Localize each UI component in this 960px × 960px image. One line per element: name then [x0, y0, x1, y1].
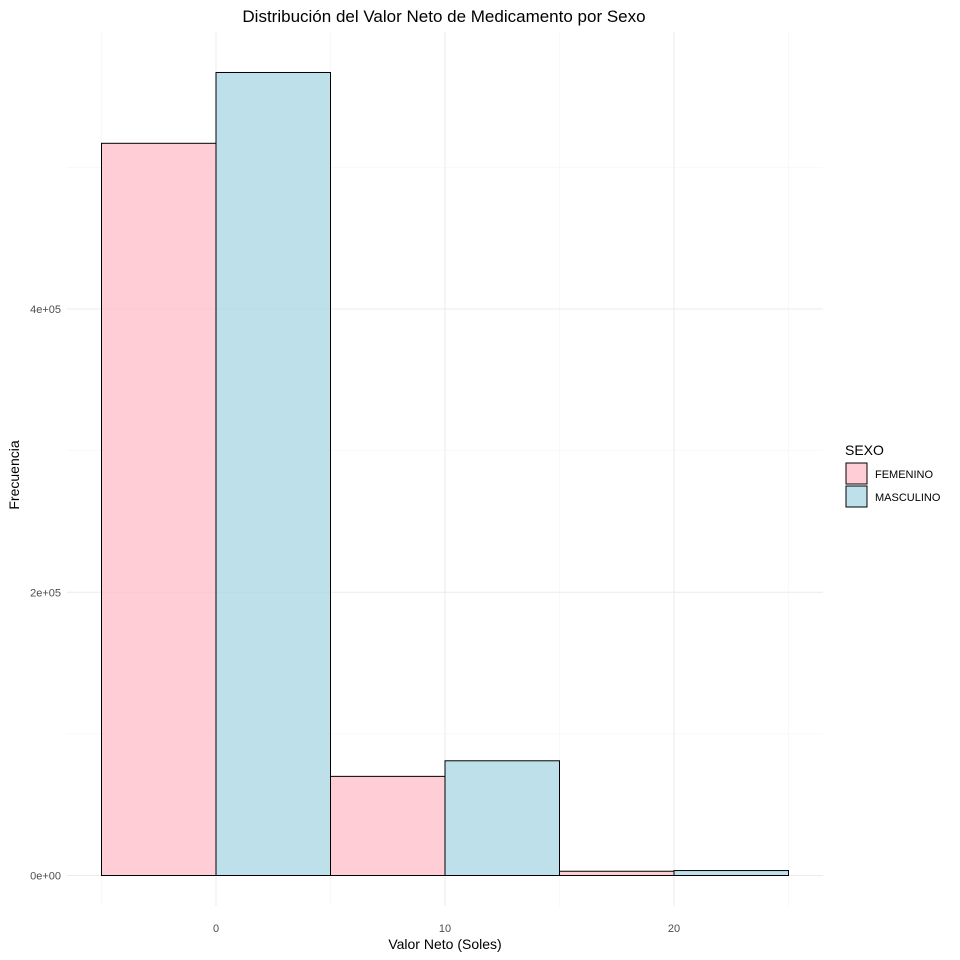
x-axis-ticks: 0 10 20 — [213, 923, 680, 935]
y-tick-label: 4e+05 — [30, 304, 61, 316]
y-tick-label: 2e+05 — [30, 587, 61, 599]
legend-label-masculino: MASCULINO — [875, 492, 941, 504]
legend-key-masculino — [845, 485, 868, 508]
bar-masculino-1 — [444, 760, 560, 876]
x-axis-title: Valor Neto (Soles) — [388, 936, 501, 952]
chart-title: Distribución del Valor Neto de Medicamen… — [242, 7, 645, 26]
bar-femenino-2 — [559, 870, 675, 876]
bar-masculino-2 — [673, 870, 789, 877]
x-tick-label: 10 — [439, 923, 451, 935]
x-tick-label: 20 — [668, 923, 680, 935]
legend-key-femenino — [845, 462, 868, 485]
bars — [101, 71, 789, 877]
x-tick-label: 0 — [213, 923, 219, 935]
bar-masculino-0 — [215, 71, 331, 876]
legend: SEXO FEMENINO MASCULINO — [845, 442, 941, 508]
legend-label-femenino: FEMENINO — [875, 469, 934, 481]
y-tick-label: 0e+00 — [30, 871, 61, 883]
bar-femenino-0 — [101, 142, 217, 876]
bar-femenino-1 — [330, 775, 446, 876]
y-axis-title: Frecuencia — [6, 440, 22, 509]
legend-title: SEXO — [845, 442, 884, 458]
y-axis-ticks: 0e+00 2e+05 4e+05 — [30, 304, 61, 883]
